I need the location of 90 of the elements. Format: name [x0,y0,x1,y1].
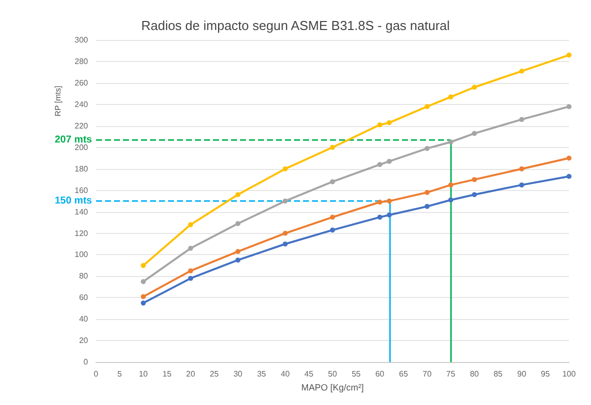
point [140,262,146,268]
point [235,249,240,254]
point [566,52,572,58]
point [472,84,477,90]
x-tick-label: 0 [94,370,99,379]
point [519,116,524,122]
point [448,140,454,144]
point [566,156,572,161]
point [282,242,288,246]
point [519,68,524,74]
point [140,294,146,300]
x-tick-label: 75 [446,370,456,379]
x-tick-label: 40 [280,370,290,379]
x-tick-label: 30 [233,370,243,379]
point [188,276,194,281]
y-tick-label: 160 [74,186,89,195]
x-tick-label: 60 [375,370,385,379]
x-tick-label: 85 [494,370,504,379]
x-tick-label: 70 [422,370,432,379]
x-axis-title: MAPO [Kg/cm²] [301,382,364,392]
x-tick-label: 95 [540,370,550,379]
y-tick-label: 40 [79,314,89,324]
point [386,158,392,164]
point [330,179,335,184]
x-tick-label: 100 [562,370,576,379]
y-tick-label: 140 [74,207,89,216]
point [519,166,524,172]
x-tick-label: 15 [162,370,172,379]
point [472,130,477,136]
y-tick-label: 80 [79,272,89,281]
y-tick-label: 180 [74,164,89,174]
point [140,279,146,284]
y-tick-label: 200 [74,142,89,152]
point [424,190,430,195]
y-tick-label: 220 [74,121,89,130]
point [448,94,454,100]
point [377,162,382,168]
point [188,222,194,228]
ref-line-label: 207 mts [54,134,92,146]
point [188,268,194,274]
point [282,198,288,204]
x-tick-label: 90 [517,370,527,379]
point [330,228,335,233]
point [330,214,335,220]
y-tick-label: 280 [74,56,89,66]
point [188,246,194,251]
point [519,182,524,188]
point [140,300,146,306]
x-tick-label: 10 [138,370,148,379]
chart-title: Radios de impacto segun ASME B31.8S - gas natural [141,18,450,33]
point [424,204,430,209]
x-tick-label: 20 [186,370,196,379]
x-tick-label: 65 [398,370,408,379]
point [386,120,392,126]
x-tick-label: 5 [117,370,122,379]
point [330,144,335,150]
point [472,177,477,182]
x-tick-label: 45 [304,370,314,379]
y-tick-label: 60 [79,293,89,302]
point [235,258,240,263]
point [282,230,288,236]
y-tick-label: 240 [74,100,89,109]
point [377,200,382,205]
point [386,212,392,218]
point [566,104,572,110]
point [386,198,392,204]
y-tick-label: 0 [84,358,89,367]
point [448,197,454,202]
ref-line-label: 150 mts [54,196,92,207]
x-tick-label: 55 [352,370,362,379]
point [377,214,382,220]
x-tick-label: 50 [328,370,338,379]
point [377,122,382,128]
point [472,192,477,198]
y-tick-label: 100 [74,250,89,260]
point [448,182,454,188]
y-tick-label: 300 [74,36,89,44]
x-tick-label: 25 [210,370,220,379]
point [424,104,430,110]
y-tick-label: 20 [79,336,89,346]
x-tick-label: 80 [470,370,480,379]
y-axis-title: RP [mts] [54,86,62,116]
point [424,146,430,151]
point [282,166,288,172]
point [235,192,240,198]
x-tick-label: 35 [257,370,267,379]
point [235,221,240,226]
point [566,174,572,179]
y-tick-label: 260 [74,78,89,88]
y-tick-label: 120 [74,228,89,238]
